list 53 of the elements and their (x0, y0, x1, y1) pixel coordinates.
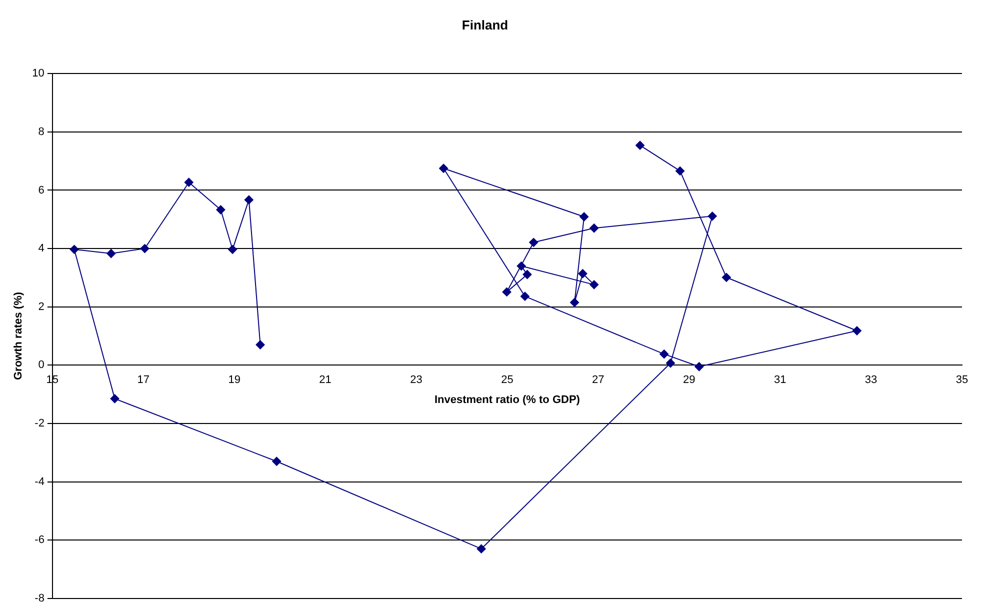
point (636, 140, 645, 150)
point (580, 212, 589, 222)
point (256, 340, 265, 350)
x-tick-label: 31 (774, 374, 786, 386)
x-axis-title: Investment ratio (% to GDP) (434, 394, 580, 406)
x-tick-label: 25 (501, 374, 514, 386)
y-tick-label: -4 (34, 476, 44, 488)
y-tick-label: 0 (38, 359, 44, 372)
y-tick-label: 6 (38, 184, 44, 196)
point (722, 272, 731, 282)
point (216, 205, 226, 214)
point (708, 212, 717, 221)
point (522, 270, 532, 279)
y-tick-label: 4 (38, 242, 44, 255)
y-tick-label: 10 (32, 68, 44, 80)
point (140, 244, 150, 254)
point (676, 166, 685, 176)
y-tick-label: -2 (34, 418, 44, 430)
x-tick-label: 27 (592, 374, 604, 386)
point (694, 362, 704, 372)
point (476, 544, 486, 554)
point (502, 287, 512, 296)
x-tick-label: 23 (410, 374, 422, 386)
x-tick-label: 17 (137, 374, 150, 386)
y-tick-label: 8 (38, 126, 44, 138)
point (70, 244, 79, 254)
point (578, 269, 588, 278)
point (660, 350, 669, 359)
x-tick-label: 19 (228, 374, 240, 386)
x-tick-label: 21 (319, 374, 332, 386)
point (529, 238, 538, 247)
point (570, 298, 580, 307)
y-tick-label: -8 (34, 592, 44, 604)
point (244, 195, 254, 204)
x-tick-label: 33 (864, 374, 878, 386)
point (228, 244, 238, 254)
point (272, 456, 282, 466)
point (590, 280, 599, 290)
point (516, 262, 526, 271)
point (852, 326, 862, 336)
point (520, 292, 530, 301)
y-tick-label: -6 (34, 534, 44, 546)
point (110, 394, 120, 404)
y-tick-label: 2 (38, 300, 44, 313)
x-tick-label: 29 (683, 374, 696, 386)
point (106, 248, 116, 258)
point (184, 178, 194, 187)
x-tick-label: 35 (956, 374, 968, 386)
y-axis-title: Growth rates (%) (12, 292, 25, 380)
point (439, 164, 448, 173)
point (666, 358, 675, 368)
point (590, 224, 599, 233)
chart-title: Finland (462, 17, 508, 32)
